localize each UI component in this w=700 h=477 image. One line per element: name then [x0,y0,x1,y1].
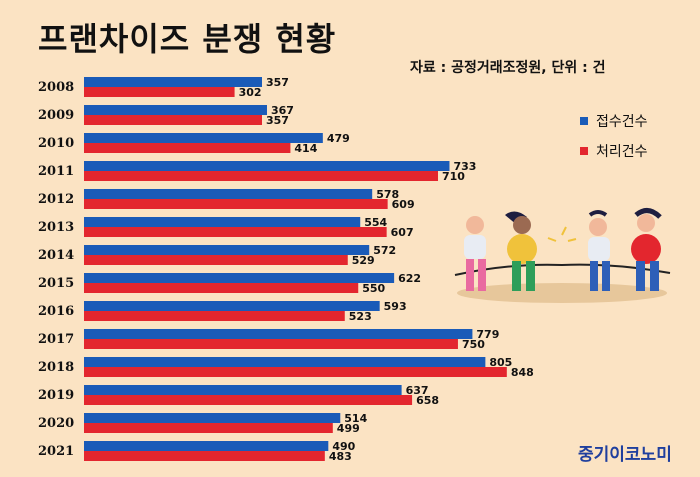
value-label-received-2010: 479 [327,132,350,145]
bar-processed-2018 [84,367,507,377]
bar-received-2020 [84,413,341,423]
value-label-received-2019: 637 [406,384,429,397]
legend: 접수건수 처리건수 [580,106,648,166]
bar-received-2010 [84,133,323,143]
value-label-processed-2013: 607 [391,226,414,239]
year-label-2015: 2015 [38,276,74,291]
bar-processed-2015 [84,283,359,293]
value-label-processed-2020: 499 [337,422,360,435]
legend-item-received: 접수건수 [580,106,648,136]
year-label-2008: 2008 [38,80,74,95]
bar-received-2009 [84,105,267,115]
bar-processed-2017 [84,339,458,349]
bar-processed-2019 [84,395,413,405]
value-label-received-2018: 805 [489,356,512,369]
bar-processed-2016 [84,311,345,321]
value-label-processed-2015: 550 [362,282,385,295]
bar-received-2019 [84,385,402,395]
value-label-received-2011: 733 [453,160,476,173]
value-label-received-2013: 554 [364,216,387,229]
bar-processed-2012 [84,199,388,209]
year-label-2016: 2016 [38,304,74,319]
bar-processed-2013 [84,227,387,237]
value-label-received-2021: 490 [332,440,355,453]
legend-swatch-processed [580,147,588,155]
bar-received-2018 [84,357,486,367]
legend-label-processed: 처리건수 [596,144,648,160]
value-label-received-2008: 357 [266,76,289,89]
value-label-processed-2009: 357 [266,114,289,127]
year-label-2021: 2021 [38,444,74,459]
year-label-2020: 2020 [38,416,74,431]
value-label-processed-2010: 414 [294,142,317,155]
bar-received-2012 [84,189,373,199]
year-label-2014: 2014 [38,248,74,263]
legend-item-processed: 처리건수 [580,136,648,166]
value-label-received-2014: 572 [373,244,396,257]
value-label-processed-2014: 529 [352,254,375,267]
value-label-processed-2008: 302 [239,86,262,99]
bar-processed-2011 [84,171,439,181]
value-label-received-2015: 622 [398,272,421,285]
value-label-received-2017: 779 [476,328,499,341]
year-label-2009: 2009 [38,108,74,123]
bar-processed-2010 [84,143,291,153]
bar-received-2015 [84,273,395,283]
value-label-received-2009: 367 [271,104,294,117]
bar-processed-2009 [84,115,263,125]
value-label-processed-2011: 710 [442,170,465,183]
bar-received-2011 [84,161,450,171]
year-label-2018: 2018 [38,360,74,375]
bar-received-2008 [84,77,263,87]
value-label-processed-2012: 609 [392,198,415,211]
bar-received-2016 [84,301,380,311]
year-label-2012: 2012 [38,192,74,207]
value-label-processed-2018: 848 [511,366,534,379]
value-label-processed-2019: 658 [416,394,439,407]
bar-processed-2008 [84,87,235,97]
value-label-received-2012: 578 [376,188,399,201]
value-label-processed-2021: 483 [329,450,352,463]
year-label-2011: 2011 [38,164,74,179]
value-label-processed-2016: 523 [349,310,372,323]
legend-swatch-received [580,117,588,125]
year-label-2013: 2013 [38,220,74,235]
tug-of-war-illustration [454,208,671,303]
chart-title: 프랜차이즈 분쟁 현황 [38,20,337,58]
source-note: 자료 : 공정거래조정원, 단위 : 건 [410,60,606,76]
bar-processed-2020 [84,423,333,433]
year-label-2019: 2019 [38,388,74,403]
bar-processed-2014 [84,255,348,265]
value-label-received-2020: 514 [344,412,367,425]
value-label-processed-2017: 750 [462,338,485,351]
bar-received-2013 [84,217,361,227]
bar-received-2021 [84,441,329,451]
bar-received-2017 [84,329,473,339]
bar-received-2014 [84,245,370,255]
brand-logo-text: 중기이코노미 [578,445,672,465]
year-label-2010: 2010 [38,136,74,151]
legend-label-received: 접수건수 [596,114,648,130]
value-label-received-2016: 593 [384,300,407,313]
bar-processed-2021 [84,451,325,461]
year-label-2017: 2017 [38,332,74,347]
